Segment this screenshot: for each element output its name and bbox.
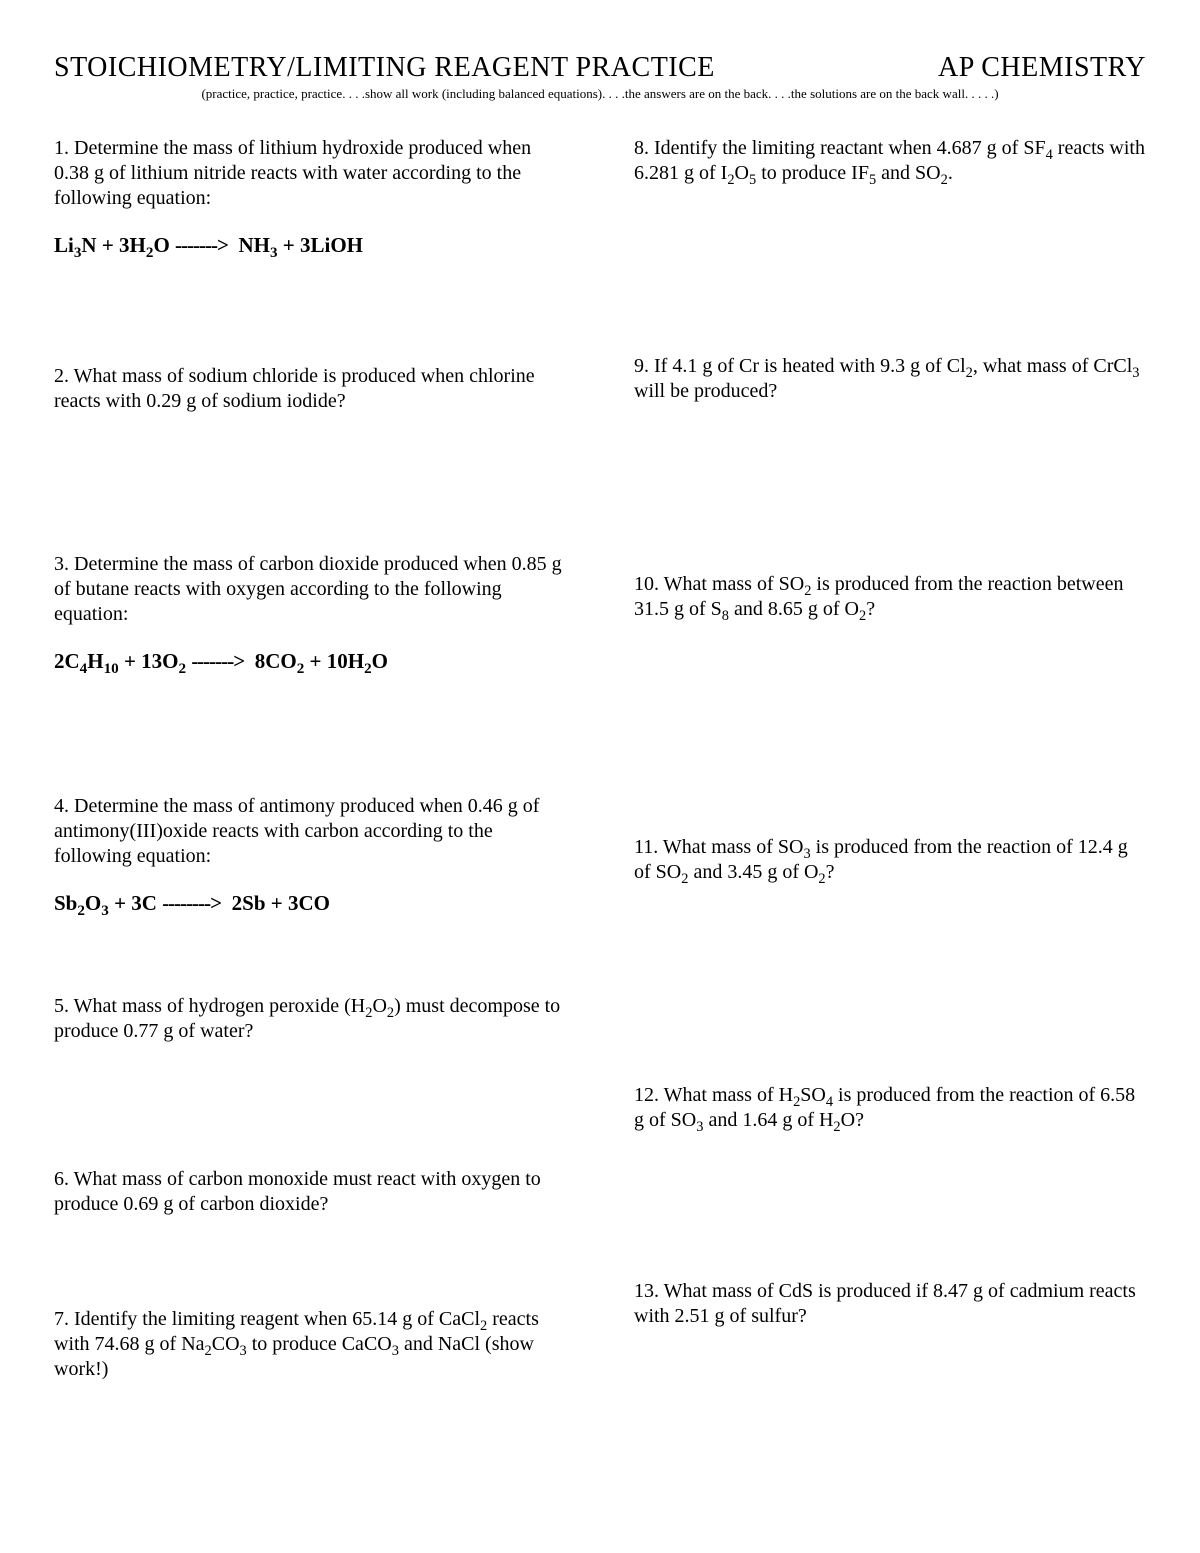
problem-text: 8. Identify the limiting reactant when 4… bbox=[634, 136, 1146, 186]
problem-text: 4. Determine the mass of antimony produc… bbox=[54, 794, 566, 869]
problem-text: 13. What mass of CdS is produced if 8.47… bbox=[634, 1279, 1146, 1329]
problem-7: 7. Identify the limiting reagent when 65… bbox=[54, 1307, 566, 1382]
problem-12: 12. What mass of H2SO4 is produced from … bbox=[634, 1083, 1146, 1133]
spacer bbox=[634, 903, 1146, 1083]
spacer bbox=[54, 432, 566, 552]
spacer bbox=[634, 1151, 1146, 1279]
problem-13: 13. What mass of CdS is produced if 8.47… bbox=[634, 1279, 1146, 1329]
problem-text: 1. Determine the mass of lithium hydroxi… bbox=[54, 136, 566, 211]
worksheet-header: STOICHIOMETRY/LIMITING REAGENT PRACTICE … bbox=[54, 52, 1146, 102]
problem-text: 3. Determine the mass of carbon dioxide … bbox=[54, 552, 566, 627]
problem-11: 11. What mass of SO3 is produced from th… bbox=[634, 835, 1146, 885]
equation: Li3N + 3H2O -------> NH3 + 3LiOH bbox=[54, 233, 566, 258]
spacer bbox=[54, 1235, 566, 1307]
problem-6: 6. What mass of carbon monoxide must rea… bbox=[54, 1167, 566, 1217]
problem-1: 1. Determine the mass of lithium hydroxi… bbox=[54, 136, 566, 258]
equation: Sb2O3 + 3C --------> 2Sb + 3CO bbox=[54, 891, 566, 916]
spacer bbox=[54, 1062, 566, 1167]
spacer bbox=[54, 692, 566, 794]
problem-8: 8. Identify the limiting reactant when 4… bbox=[634, 136, 1146, 186]
problem-text: 12. What mass of H2SO4 is produced from … bbox=[634, 1083, 1146, 1133]
problem-text: 6. What mass of carbon monoxide must rea… bbox=[54, 1167, 566, 1217]
content-columns: 1. Determine the mass of lithium hydroxi… bbox=[54, 136, 1146, 1462]
problem-text: 7. Identify the limiting reagent when 65… bbox=[54, 1307, 566, 1382]
problem-4: 4. Determine the mass of antimony produc… bbox=[54, 794, 566, 916]
spacer bbox=[634, 1347, 1146, 1462]
problem-text: 11. What mass of SO3 is produced from th… bbox=[634, 835, 1146, 885]
main-title: STOICHIOMETRY/LIMITING REAGENT PRACTICE bbox=[54, 52, 715, 84]
problem-10: 10. What mass of SO2 is produced from th… bbox=[634, 572, 1146, 622]
spacer bbox=[634, 640, 1146, 835]
left-column: 1. Determine the mass of lithium hydroxi… bbox=[54, 136, 566, 1462]
right-column: 8. Identify the limiting reactant when 4… bbox=[634, 136, 1146, 1462]
title-row: STOICHIOMETRY/LIMITING REAGENT PRACTICE … bbox=[54, 52, 1146, 84]
problem-5: 5. What mass of hydrogen peroxide (H2O2)… bbox=[54, 994, 566, 1044]
problem-text: 9. If 4.1 g of Cr is heated with 9.3 g o… bbox=[634, 354, 1146, 404]
spacer bbox=[54, 276, 566, 364]
problem-text: 5. What mass of hydrogen peroxide (H2O2)… bbox=[54, 994, 566, 1044]
problem-2: 2. What mass of sodium chloride is produ… bbox=[54, 364, 566, 414]
course-title: AP CHEMISTRY bbox=[938, 52, 1146, 84]
equation: 2C4H10 + 13O2 -------> 8CO2 + 10H2O bbox=[54, 649, 566, 674]
problem-text: 10. What mass of SO2 is produced from th… bbox=[634, 572, 1146, 622]
problem-3: 3. Determine the mass of carbon dioxide … bbox=[54, 552, 566, 674]
spacer bbox=[54, 934, 566, 994]
subtitle: (practice, practice, practice. . . .show… bbox=[54, 86, 1146, 102]
problem-9: 9. If 4.1 g of Cr is heated with 9.3 g o… bbox=[634, 354, 1146, 404]
problem-text: 2. What mass of sodium chloride is produ… bbox=[54, 364, 566, 414]
spacer bbox=[634, 422, 1146, 572]
spacer bbox=[634, 204, 1146, 354]
